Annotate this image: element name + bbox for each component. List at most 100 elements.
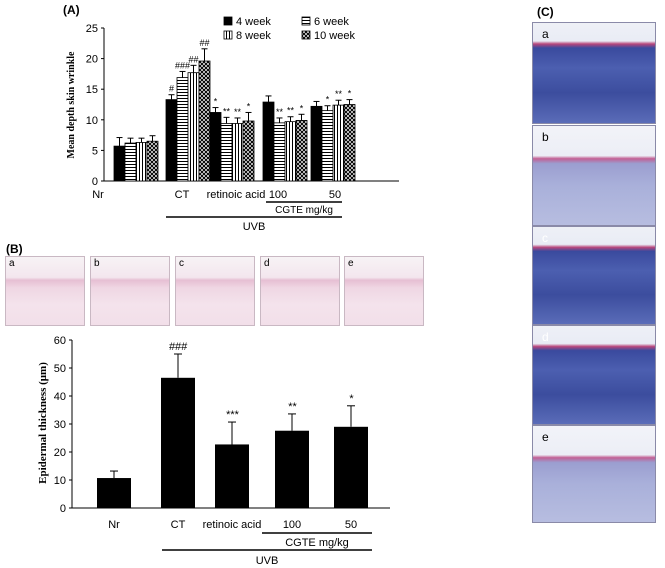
significance-mark: ** [234,107,242,117]
significance-mark: *** [226,409,240,421]
histology-b-b-label: b [94,258,100,269]
bar [262,101,275,182]
histology-c-c: c [532,226,656,325]
bar [284,121,297,182]
significance-mark: * [326,95,330,105]
histology-b-d: d [260,256,340,326]
legend-swatch [223,16,233,26]
bar [176,77,189,182]
cgte-label: CGTE mg/kg [285,537,349,549]
y-tick-label: 30 [54,419,66,431]
x-tick-label: retinoic acid [207,189,266,201]
significance-mark: ** [288,401,297,413]
significance-mark: * [300,103,304,113]
significance-mark: * [348,89,352,99]
y-tick-label: 50 [54,363,66,375]
bar [198,60,211,182]
significance-mark: * [349,393,354,405]
y-tick-label: 10 [86,115,98,127]
uvb-label: UVB [243,221,266,233]
bar [231,123,244,182]
significance-mark: ** [335,89,343,99]
y-tick-label: 5 [92,145,98,157]
histology-c-b-label: b [542,130,549,144]
y-axis-label-b: Epidermal thickness (μm) [37,362,49,484]
histology-c-d: d [532,325,656,425]
bar [321,110,334,182]
bar [343,104,356,182]
y-tick-label: 20 [54,447,66,459]
histology-b-c: c [175,256,255,326]
bar [209,112,222,182]
bar [135,142,148,182]
x-tick-label: 50 [345,519,357,531]
significance-mark: ## [199,38,209,48]
histology-c-d-label: d [542,330,549,344]
epidermal-thickness-chart: Epidermal thickness (μm) 0 10 20 30 40 50 60 #… [37,335,390,567]
histology-b-a-label: a [9,258,15,269]
significance-mark: ### [175,60,190,70]
y-tick-label: 40 [54,391,66,403]
bar [242,120,255,182]
histology-c-e-label: e [542,430,549,444]
bar [295,120,308,182]
significance-mark: * [214,97,218,107]
legend-label: 4 week [236,16,271,28]
bar [334,426,368,508]
cgte-label: CGTE mg/kg [275,205,333,216]
significance-mark: * [247,101,251,111]
bar [146,140,159,182]
x-tick-label: 100 [269,189,287,201]
legend-label: 6 week [314,16,349,28]
panel-c-label: (C) [537,5,554,19]
histology-b-e: e [344,256,424,326]
bar [310,105,323,182]
y-tick-label: 15 [86,84,98,96]
bar [97,478,131,508]
y-tick-label: 20 [86,54,98,66]
histology-c-a-label: a [542,27,549,41]
significance-mark: # [169,84,174,94]
legend-label: 8 week [236,30,271,42]
significance-mark: ** [223,106,231,116]
x-tick-label: 50 [329,189,341,201]
histology-b-b: b [90,256,170,326]
x-tick-label: retinoic acid [203,519,262,531]
bar [113,145,126,182]
legend-swatch [223,30,233,40]
significance-mark: ** [276,107,284,117]
x-tick-label: Nr [92,189,104,201]
significance-mark: ### [169,341,188,353]
panel-b-label: (B) [6,242,23,256]
uvb-label: UVB [256,555,279,567]
y-tick-label: 60 [54,335,66,347]
y-axis-label: Mean depth skin wrinkle [66,51,77,159]
x-tick-label: Nr [108,519,120,531]
bar [220,123,233,182]
bar [187,72,200,182]
histology-c-a: a [532,22,656,124]
bar [273,122,286,182]
significance-mark: ** [287,106,295,116]
histology-c-e: e [532,425,656,523]
x-tick-label: CT [171,519,186,531]
histology-c-c-label: c [542,231,548,245]
histology-b-c-label: c [179,258,184,269]
x-tick-label: CT [175,189,190,201]
legend-label: 10 week [314,30,355,42]
bar [165,99,178,182]
histology-b-d-label: d [264,258,270,269]
histology-b-a: a [5,256,85,326]
panel-a-label: (A) [63,3,80,17]
bar [161,377,195,508]
significance-mark: ## [188,54,198,64]
histology-b-e-label: e [348,258,354,269]
bar [215,444,249,508]
bar [124,142,137,182]
y-tick-label: 25 [86,23,98,35]
bar [332,104,345,182]
legend-swatch [301,30,311,40]
bar [275,430,309,508]
histology-c-b: b [532,125,656,226]
